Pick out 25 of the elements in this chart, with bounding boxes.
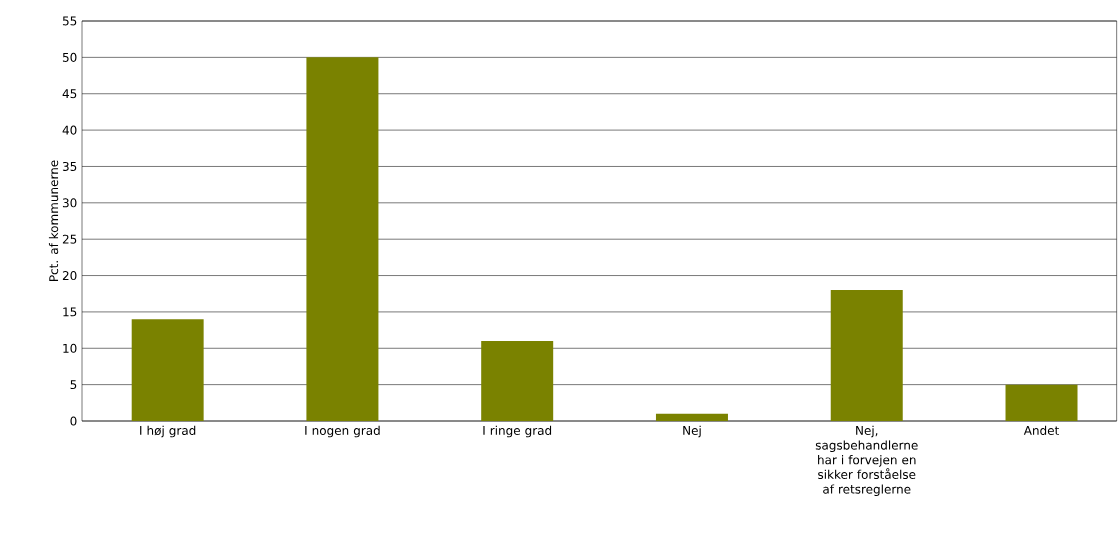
y-tick-label: 15 bbox=[63, 307, 77, 317]
bar bbox=[1005, 384, 1078, 421]
x-tick-label: Nej bbox=[683, 425, 701, 438]
bar bbox=[655, 413, 728, 421]
y-tick-label: 25 bbox=[62, 234, 77, 244]
y-tick-label: 5 bbox=[70, 380, 77, 390]
y-tick-label: 20 bbox=[62, 271, 77, 281]
x-tick-label: I nogen grad bbox=[305, 425, 380, 438]
y-tick-label: 50 bbox=[62, 52, 77, 62]
y-tick-label: 45 bbox=[62, 89, 77, 99]
x-tick-label: Nej, sagsbehandlerne har i forvejen en sikker forståelse af retsreglerne bbox=[815, 425, 918, 496]
y-tick-label: 40 bbox=[62, 125, 77, 135]
y-tick-label: 55 bbox=[62, 16, 77, 26]
bar bbox=[306, 57, 379, 421]
bar bbox=[481, 341, 554, 421]
y-tick-label: 35 bbox=[62, 161, 77, 171]
y-tick-label: 10 bbox=[63, 343, 77, 353]
bar bbox=[830, 290, 903, 421]
y-tick-label: 30 bbox=[62, 198, 77, 208]
x-tick-label: I høj grad bbox=[140, 425, 196, 438]
y-axis-title: Pct. af kommunerne bbox=[48, 160, 59, 282]
x-tick-label: Andet bbox=[1023, 425, 1059, 435]
y-tick-label: 0 bbox=[70, 416, 77, 426]
bar bbox=[131, 319, 204, 421]
x-tick-label: I ringe grad bbox=[483, 425, 552, 438]
